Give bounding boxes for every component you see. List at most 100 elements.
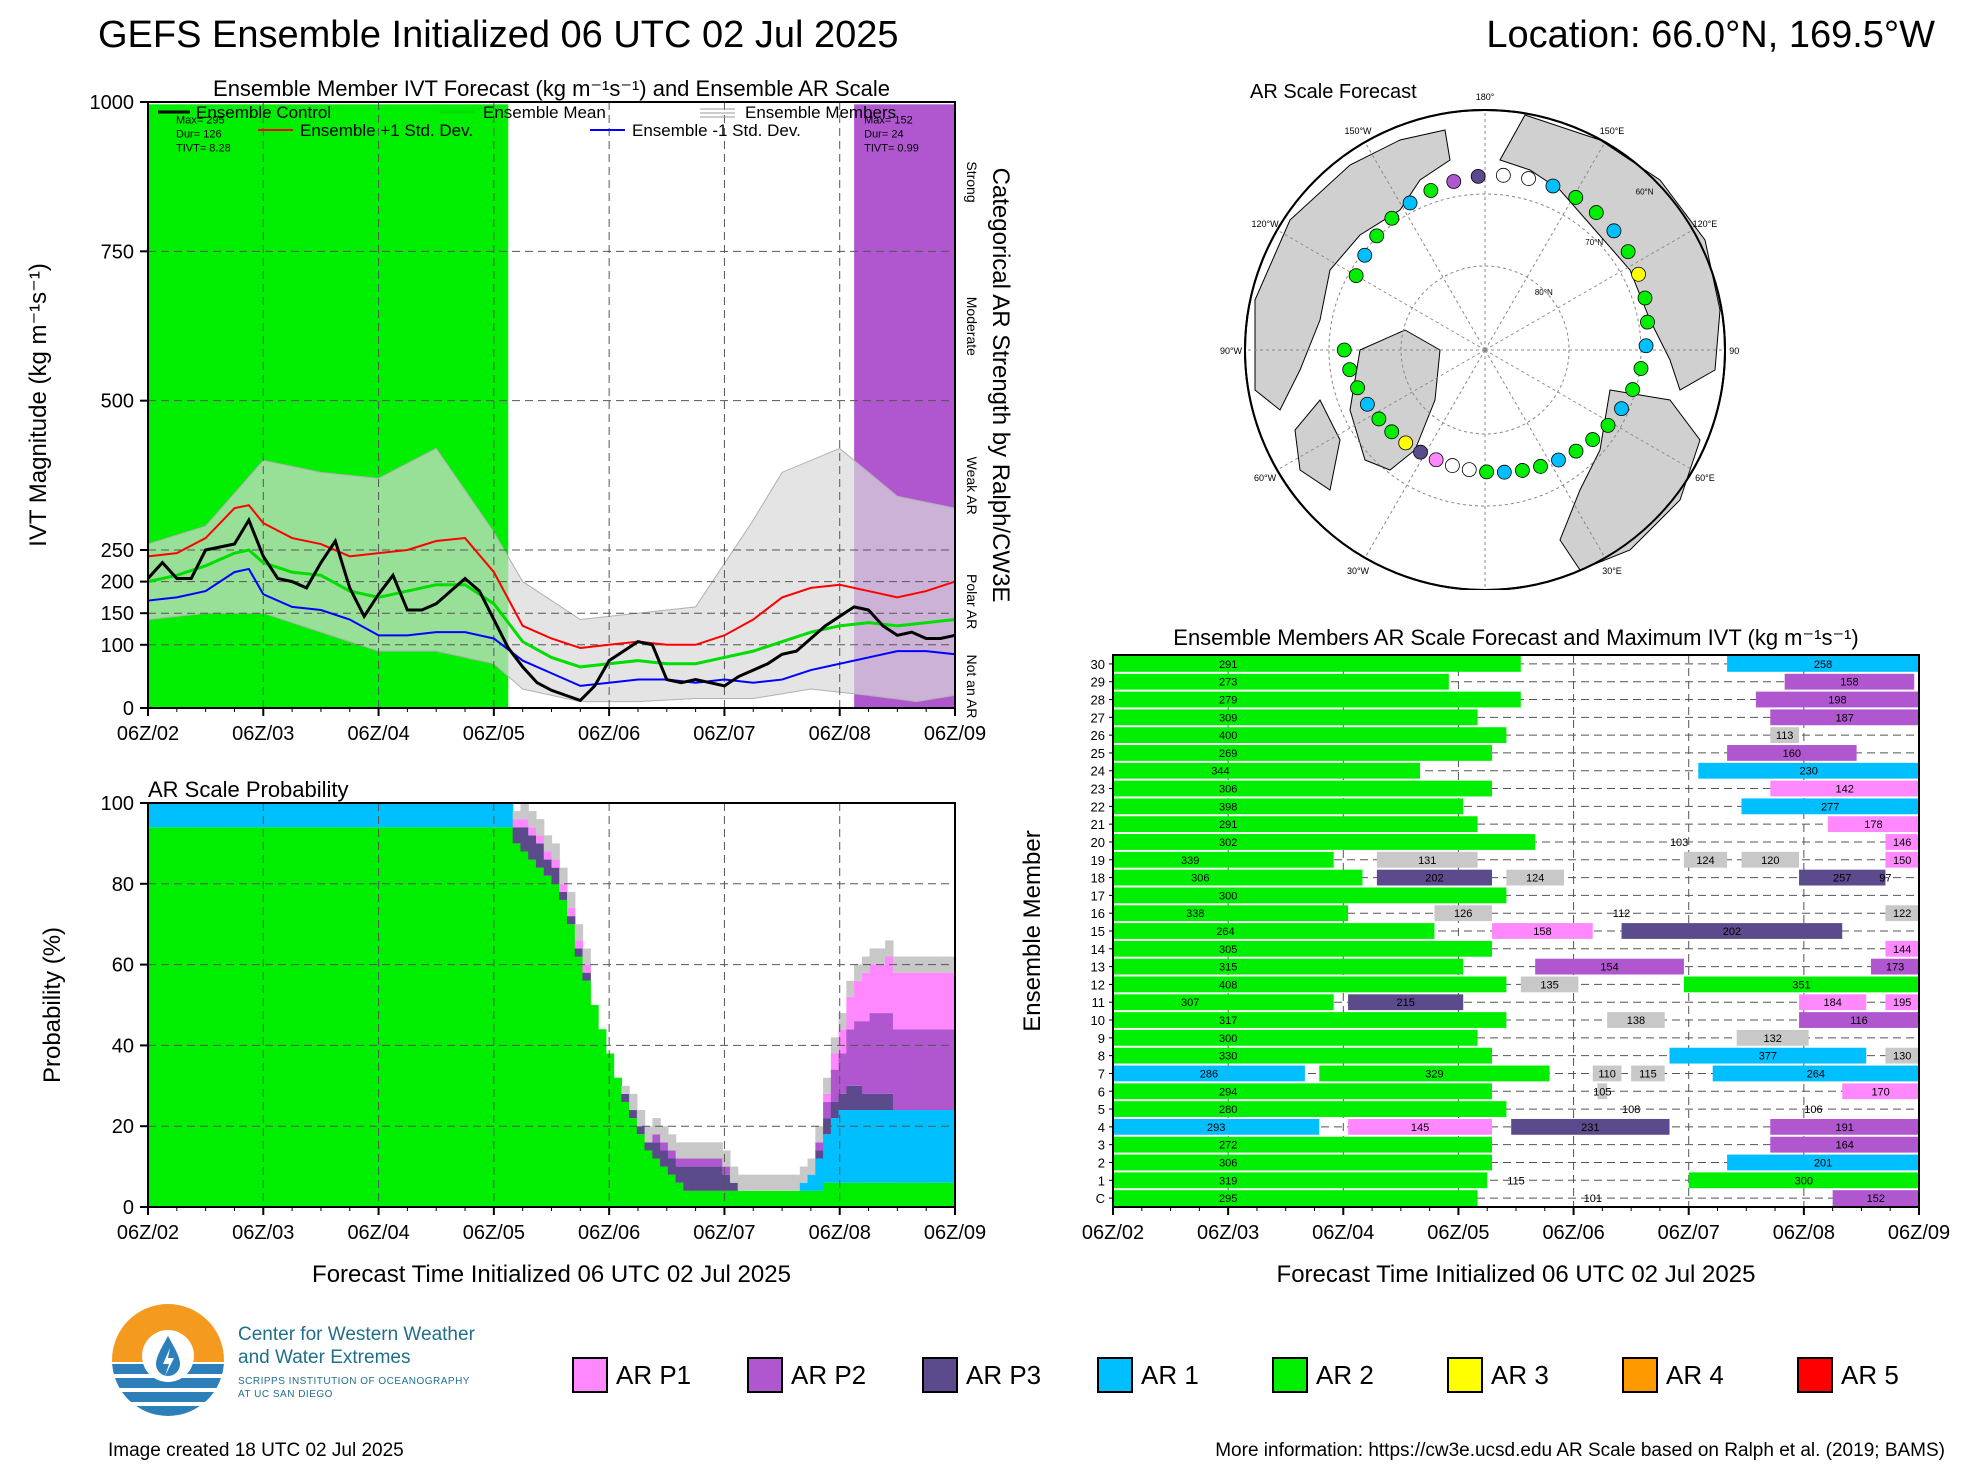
right-axis-label: Categorical AR Strength by Ralph/CW3E xyxy=(987,168,1014,603)
x-tick-label: 06Z/09 xyxy=(924,1222,986,1244)
prob-bar-ar2 xyxy=(706,1190,716,1207)
member-bar-value: 294 xyxy=(1219,1086,1237,1098)
member-bar xyxy=(1727,656,1919,672)
prob-bar-ar2 xyxy=(846,1182,855,1207)
prob-bar-ar_p1 xyxy=(892,972,902,1030)
prob-bar-ar_p1 xyxy=(846,996,855,1030)
member-bar-value: 198 xyxy=(1828,695,1846,707)
prob-bar-ar_p3 xyxy=(722,1174,731,1191)
member-row-label: 28 xyxy=(1091,693,1105,708)
prob-bar-ar2 xyxy=(442,827,452,1207)
member-bar xyxy=(1113,834,1536,850)
member-bar-value: 305 xyxy=(1219,944,1237,956)
prob-bar-ar2 xyxy=(380,827,390,1207)
legend-label: AR 3 xyxy=(1491,1359,1549,1390)
prob-bar-ar_p2 xyxy=(923,1029,933,1111)
prob-bar-ar_p1 xyxy=(543,851,553,860)
prob-bar-ar1 xyxy=(861,1110,871,1183)
prob-bar-ar2 xyxy=(768,1190,778,1207)
member-bar xyxy=(1113,1154,1493,1171)
prob-bar-ar1 xyxy=(295,803,304,828)
prob-bar-ar2 xyxy=(830,1182,840,1207)
member-bar-value: 158 xyxy=(1533,926,1551,938)
prob-bar-ar1 xyxy=(396,803,405,828)
prob-bar-ar_p1 xyxy=(908,972,917,1030)
x-tick-label: 06Z/09 xyxy=(924,723,986,745)
prob-bar-null xyxy=(520,803,529,820)
prob-bar-null xyxy=(567,891,576,909)
lon-label: 30°E xyxy=(1602,566,1622,576)
member-row-label: 19 xyxy=(1091,853,1105,868)
prob-bar-ar2 xyxy=(644,1150,653,1207)
member-bar-value: 138 xyxy=(1627,1015,1645,1027)
prob-bar-ar_p2 xyxy=(939,1029,948,1111)
prob-bar-ar_p2 xyxy=(877,1013,886,1094)
member-bar-value: 330 xyxy=(1219,1051,1237,1063)
member-bar xyxy=(1727,1154,1919,1171)
prob-bar-null xyxy=(753,1174,762,1191)
ar-dot xyxy=(1568,190,1584,205)
x-tick-label: 06Z/07 xyxy=(1658,1222,1720,1244)
prob-bar-ar2 xyxy=(799,1190,809,1207)
prob-bar-ar_p2 xyxy=(861,1021,871,1094)
prob-bar-ar2 xyxy=(931,1182,941,1207)
member-bar-value: 105 xyxy=(1593,1086,1611,1098)
meridian xyxy=(1484,349,1606,559)
prob-bar-null xyxy=(551,843,560,860)
ar-dot xyxy=(1637,290,1653,306)
member-row-label: 1 xyxy=(1098,1173,1105,1188)
prob-bar-ar1 xyxy=(823,1134,832,1183)
member-bar xyxy=(1319,1065,1550,1082)
lat-label: 80°N xyxy=(1535,288,1553,297)
prob-bar-ar1 xyxy=(473,803,483,828)
prob-bar-ar2 xyxy=(388,827,397,1207)
prob-bar-ar_p3 xyxy=(559,891,568,900)
prob-bar-ar2 xyxy=(287,827,297,1207)
member-bar-value: 187 xyxy=(1835,712,1853,724)
member-bar xyxy=(1506,869,1564,886)
ar-dot xyxy=(1638,338,1654,354)
member-bar-value: 113 xyxy=(1776,730,1794,742)
prob-bar-null xyxy=(722,1150,731,1167)
x-tick-label: 06Z/06 xyxy=(578,723,640,745)
prob-bar-ar_p1 xyxy=(830,1053,840,1070)
member-bar-value: 122 xyxy=(1893,908,1911,920)
member-bar xyxy=(1607,1012,1665,1028)
prob-bar-ar2 xyxy=(373,827,382,1207)
member-bar-value: 160 xyxy=(1783,748,1801,760)
prob-bar-ar1 xyxy=(815,1158,824,1191)
prob-bar-ar2 xyxy=(535,867,545,1207)
member-bar xyxy=(1113,1065,1305,1082)
member-bar xyxy=(1885,994,1919,1011)
x-axis-label: Forecast Time Initialized 06 UTC 02 Jul … xyxy=(312,1261,791,1288)
ar-dot xyxy=(1336,342,1352,358)
prob-bar-ar2 xyxy=(334,827,343,1207)
prob-bar-ar2 xyxy=(202,827,211,1207)
prob-bar-ar1 xyxy=(489,803,498,828)
member-row-label: 29 xyxy=(1091,675,1105,690)
prob-bar-null xyxy=(706,1142,716,1159)
member-bar-value: 351 xyxy=(1792,979,1810,991)
prob-bar-ar_p3 xyxy=(691,1166,700,1191)
prob-bar-ar_p2 xyxy=(823,1101,832,1119)
prob-bar-null xyxy=(667,1134,677,1151)
prob-bar-null xyxy=(675,1142,685,1159)
prob-bar-ar1 xyxy=(318,803,328,828)
prob-bar-ar1 xyxy=(427,803,436,828)
member-bar xyxy=(1741,851,1800,868)
prob-bar-ar1 xyxy=(497,803,506,828)
member-bar-value: 150 xyxy=(1893,855,1911,867)
member-bar-value: 170 xyxy=(1871,1086,1889,1098)
member-bar-value: 103 xyxy=(1670,837,1688,849)
member-bar xyxy=(1113,780,1493,797)
member-bar-value: 319 xyxy=(1219,1175,1237,1187)
member-bar xyxy=(1885,1047,1919,1064)
prob-bar-ar_p3 xyxy=(621,1093,630,1102)
lat-label: 70°N xyxy=(1585,238,1603,247)
prob-bar-ar2 xyxy=(497,827,506,1207)
legend-label: AR 4 xyxy=(1666,1359,1724,1390)
prob-bar-ar_p1 xyxy=(535,835,545,844)
prob-bar-ar1 xyxy=(233,803,242,828)
prob-bar-ar_p1 xyxy=(512,819,522,828)
lon-label: 30°W xyxy=(1347,566,1370,576)
